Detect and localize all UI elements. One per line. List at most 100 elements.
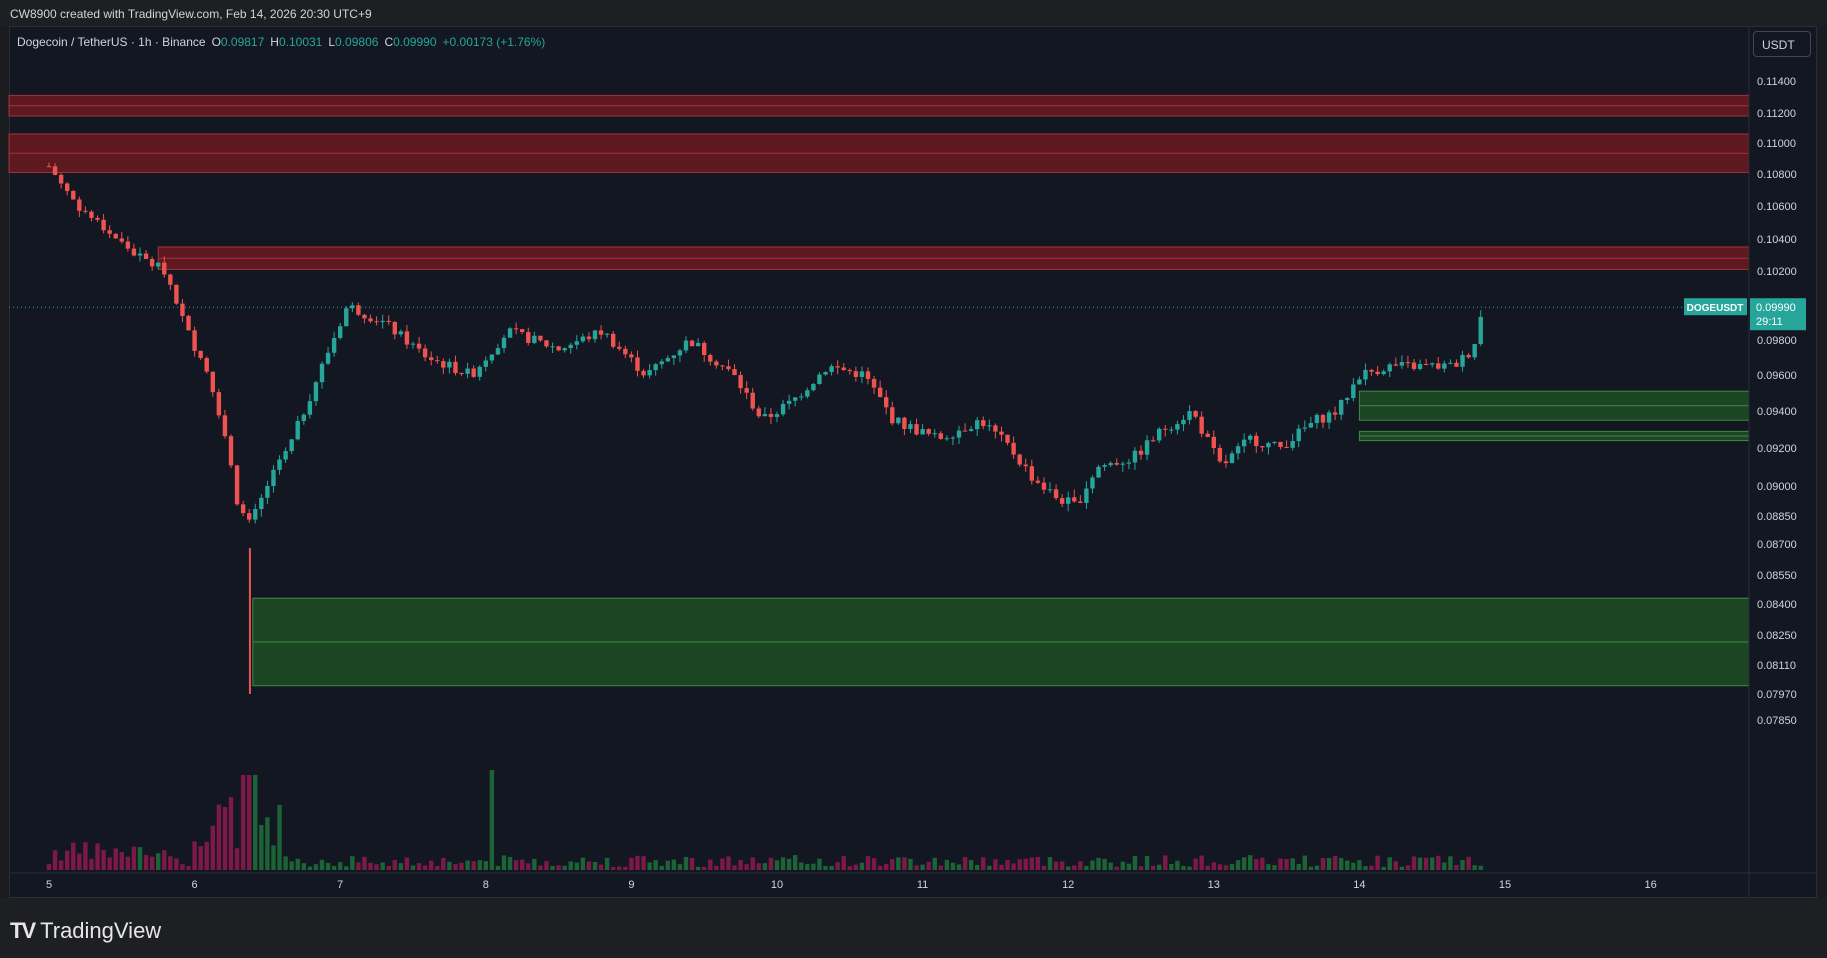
volume-bar [896,857,901,870]
candle-body [774,414,780,417]
volume-bar [799,862,804,870]
candle-body [1241,439,1247,447]
candle-body [902,417,907,429]
candle-body [83,210,88,212]
candle-body [780,403,786,415]
volume-bar [1047,857,1053,870]
volume-bar [1029,857,1034,870]
volume-bar [1254,859,1259,870]
volume-bar [113,848,118,870]
volume-bar [1023,858,1028,870]
volume-bar [416,862,422,870]
volume-bar [1369,865,1374,870]
candle-body [1132,450,1138,463]
volume-bar [823,865,828,870]
time-axis[interactable]: 5 6 7 8 9 10 11 12 13 14 15 16 [46,879,1657,891]
volume-bar [908,858,913,870]
candle-body [695,342,701,347]
volume-bar [283,856,288,870]
volume-bar [489,770,495,870]
candle-body [143,253,149,259]
volume-bar [598,864,604,870]
volume-bar [932,857,937,870]
volume-bar [247,775,252,870]
candle-body [1254,435,1259,447]
volume-bar [1266,864,1271,870]
candle-body [471,368,476,377]
tradingview-logo[interactable]: TV TradingView [10,918,161,944]
candle-body [562,348,567,351]
candle-body [702,342,707,355]
candle-body [1399,362,1405,366]
price-axis[interactable]: 0.11400 0.11200 0.11000 0.10800 0.10600 0.104… [1757,76,1797,727]
volume-bar [1005,860,1010,870]
volume-bar [805,864,810,870]
candle-body [1078,501,1083,503]
candle-body [859,371,865,377]
time-tick-label: 14 [1353,879,1365,891]
volume-bar [1035,856,1041,870]
candle-body [89,211,94,218]
candle-body [1357,379,1362,385]
currency-button[interactable]: USDT [1753,31,1811,57]
volume-bar [1114,866,1119,870]
candle-body [137,253,143,256]
candle-body [453,361,458,374]
volume-bar [1126,863,1132,870]
candle-body [374,321,379,323]
volume-bar [841,856,846,870]
volume-bar [192,841,197,870]
candle-body [265,486,270,498]
candle-body [1114,463,1119,465]
candle-body [920,429,925,435]
volume-bar [234,848,240,870]
candle-body [1059,498,1065,504]
price-tag-countdown: 29:11 [1756,316,1783,328]
candle-body [392,321,397,335]
volume-bar [277,804,282,870]
candle-body [1017,454,1022,465]
candle-body [908,424,913,429]
volume-bar [550,865,555,870]
volume-bar [174,858,179,870]
candle-body [726,366,731,370]
candle-body [1332,412,1338,415]
volume-bar [847,866,852,870]
high-label: H [270,35,279,49]
attribution-bar: CW8900 created with TradingView.com, Feb… [0,0,1827,26]
ticker-tag-label: DOGEUSDT [1687,303,1744,314]
volume-bar [501,855,507,870]
candle-body [683,340,689,351]
volume-bar [1078,861,1083,870]
candle-body [495,348,501,355]
candle-body [950,437,956,439]
candle-body [1229,453,1235,464]
candle-body [1351,384,1356,399]
volume-bar [507,856,513,870]
volume-bar [398,863,404,870]
symbol-title[interactable]: Dogecoin / TetherUS · 1h · Binance [17,35,206,49]
candle-body [507,328,513,338]
candle-body [968,429,974,431]
candle-body [1217,447,1223,462]
volume-bar [447,861,452,870]
candle-body [307,401,313,415]
volume-bar [641,856,646,870]
volume-bar [429,860,434,870]
candle-body [1199,416,1204,434]
candle-body [198,350,203,359]
volume-bar [756,863,761,870]
volume-bar [344,866,349,870]
volume-bar [1175,860,1180,870]
volume-bar [271,845,276,870]
volume-bar [1211,862,1216,870]
volume-bar [1332,855,1338,870]
candle-body [1029,466,1034,481]
candle-body [1442,363,1447,369]
candle-body [877,387,883,398]
volume-bar [1381,866,1386,870]
candle-body [319,363,325,383]
candle-body [944,438,950,440]
volume-bar [1223,865,1229,870]
